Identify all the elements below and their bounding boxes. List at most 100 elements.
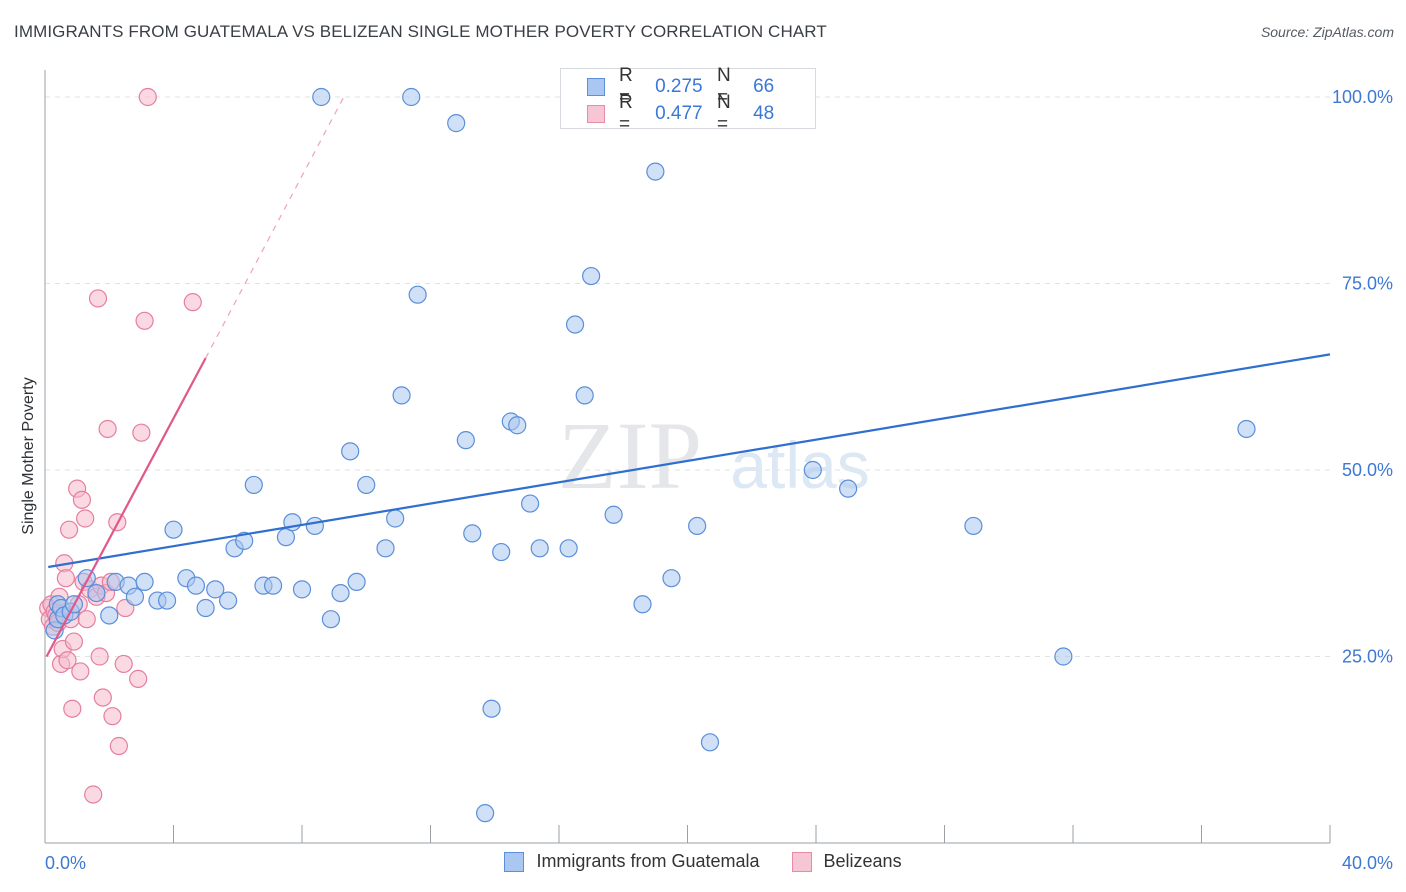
guatemala-point (331, 583, 350, 603)
guatemala-point (530, 539, 549, 558)
legend-swatch-pink (587, 105, 605, 123)
guatemala-point (508, 416, 527, 435)
y-tick-label: 75.0% (1342, 274, 1393, 294)
watermark-zip: ZIP (558, 402, 702, 509)
legend-swatch-pink (791, 851, 812, 872)
guatemala-point (402, 87, 421, 107)
guatemala-point (341, 442, 360, 461)
correlation-legend: R = 0.275 N = 66 R = 0.477 N = 48 (560, 65, 816, 135)
guatemala-point (206, 580, 225, 599)
belizean-point (56, 569, 75, 588)
guatemala-point (476, 804, 495, 823)
belizean-point (72, 490, 92, 509)
belizean-point (98, 419, 117, 439)
guatemala-point (964, 516, 983, 536)
belizean-point (93, 688, 112, 707)
guatemala-point (582, 266, 601, 286)
guatemala-point (700, 733, 720, 752)
guatemala-point (803, 460, 822, 480)
legend-n-value: 66 (753, 76, 775, 97)
belizean-trend-extension (205, 96, 345, 359)
guatemala-point (100, 606, 119, 625)
x-tick-label-max: 40.0% (1342, 853, 1393, 873)
guatemala-point (235, 531, 254, 550)
belizean-point (129, 669, 148, 688)
legend-r-value: 0.275 (655, 76, 703, 97)
guatemala-point (312, 87, 331, 107)
guatemala-point (482, 699, 501, 718)
guatemala-point (244, 475, 263, 495)
guatemala-point (292, 580, 312, 599)
guatemala-point (559, 539, 578, 558)
legend-row-belizeans: R = 0.477 N = 48 (587, 92, 815, 135)
belizean-point (63, 699, 82, 718)
guatemala-point (633, 595, 652, 614)
guatemala-point (196, 598, 215, 618)
chart-source: Source: ZipAtlas.com (1260, 24, 1394, 40)
guatemala-point (447, 114, 466, 133)
legend-label-guatemala: Immigrants from Guatemala (536, 851, 760, 871)
belizean-point (135, 311, 154, 330)
legend-n-label: N = (717, 92, 731, 135)
guatemala-point (392, 386, 411, 405)
legend-swatch-blue (504, 851, 525, 872)
belizean-point (84, 785, 103, 804)
y-tick-label: 100.0% (1332, 87, 1393, 107)
legend-row-guatemala: R = 0.275 N = 66 (587, 65, 815, 108)
belizean-point (64, 632, 84, 651)
guatemala-point (1054, 647, 1073, 666)
guatemala-point (321, 610, 341, 629)
belizean-point (76, 509, 95, 528)
belizean-point (103, 707, 122, 726)
belizean-point (88, 289, 108, 308)
guatemala-point (186, 576, 206, 595)
guatemala-point (164, 520, 183, 539)
guatemala-trend-line (48, 353, 1331, 569)
guatemala-point (219, 591, 238, 610)
guatemala-point (646, 162, 665, 181)
legend-r-value: 0.477 (655, 103, 703, 124)
legend-item-guatemala: Immigrants from Guatemala (504, 851, 760, 872)
legend-n-label: N = (717, 65, 731, 108)
guatemala-point (839, 479, 858, 498)
belizean-point (58, 651, 77, 670)
belizean-point (90, 647, 109, 666)
belizean-point (114, 654, 133, 674)
guatemala-point (575, 386, 594, 405)
series-legend: Immigrants from Guatemala Belizeans (0, 851, 1406, 872)
guatemala-point (604, 505, 623, 524)
belizean-point (132, 423, 151, 442)
chart-title: IMMIGRANTS FROM GUATEMALA VS BELIZEAN SI… (14, 22, 827, 41)
belizean-trend-line (45, 357, 207, 658)
belizean-point (59, 520, 79, 539)
guatemala-point (376, 539, 395, 558)
guatemala-point (87, 583, 106, 603)
guatemala-point (492, 542, 511, 562)
legend-r-label: R = (618, 92, 633, 135)
guatemala-point (456, 431, 475, 450)
guatemala-point (135, 572, 154, 592)
belizean-point (77, 610, 96, 629)
guatemala-point (408, 285, 427, 304)
belizean-point (138, 87, 157, 107)
legend-r-label: R = (618, 65, 633, 108)
guatemala-point (662, 569, 681, 588)
y-tick-label: 50.0% (1342, 460, 1393, 480)
x-tick-label-min: 0.0% (45, 853, 86, 873)
guatemala-point (125, 587, 145, 606)
guatemala-point (357, 475, 376, 495)
guatemala-point (688, 516, 707, 536)
legend-swatch-blue (587, 78, 605, 96)
belizean-point (71, 662, 90, 681)
guatemala-point (565, 315, 585, 334)
guatemala-point (463, 524, 482, 543)
belizean-point (183, 293, 202, 312)
legend-label-belizeans: Belizeans (823, 851, 902, 871)
belizean-point (109, 736, 128, 756)
legend-n-value: 48 (753, 103, 775, 124)
guatemala-point (347, 572, 366, 592)
guatemala-point (386, 509, 405, 528)
guatemala-point (305, 516, 324, 536)
guatemala-point (157, 591, 177, 610)
